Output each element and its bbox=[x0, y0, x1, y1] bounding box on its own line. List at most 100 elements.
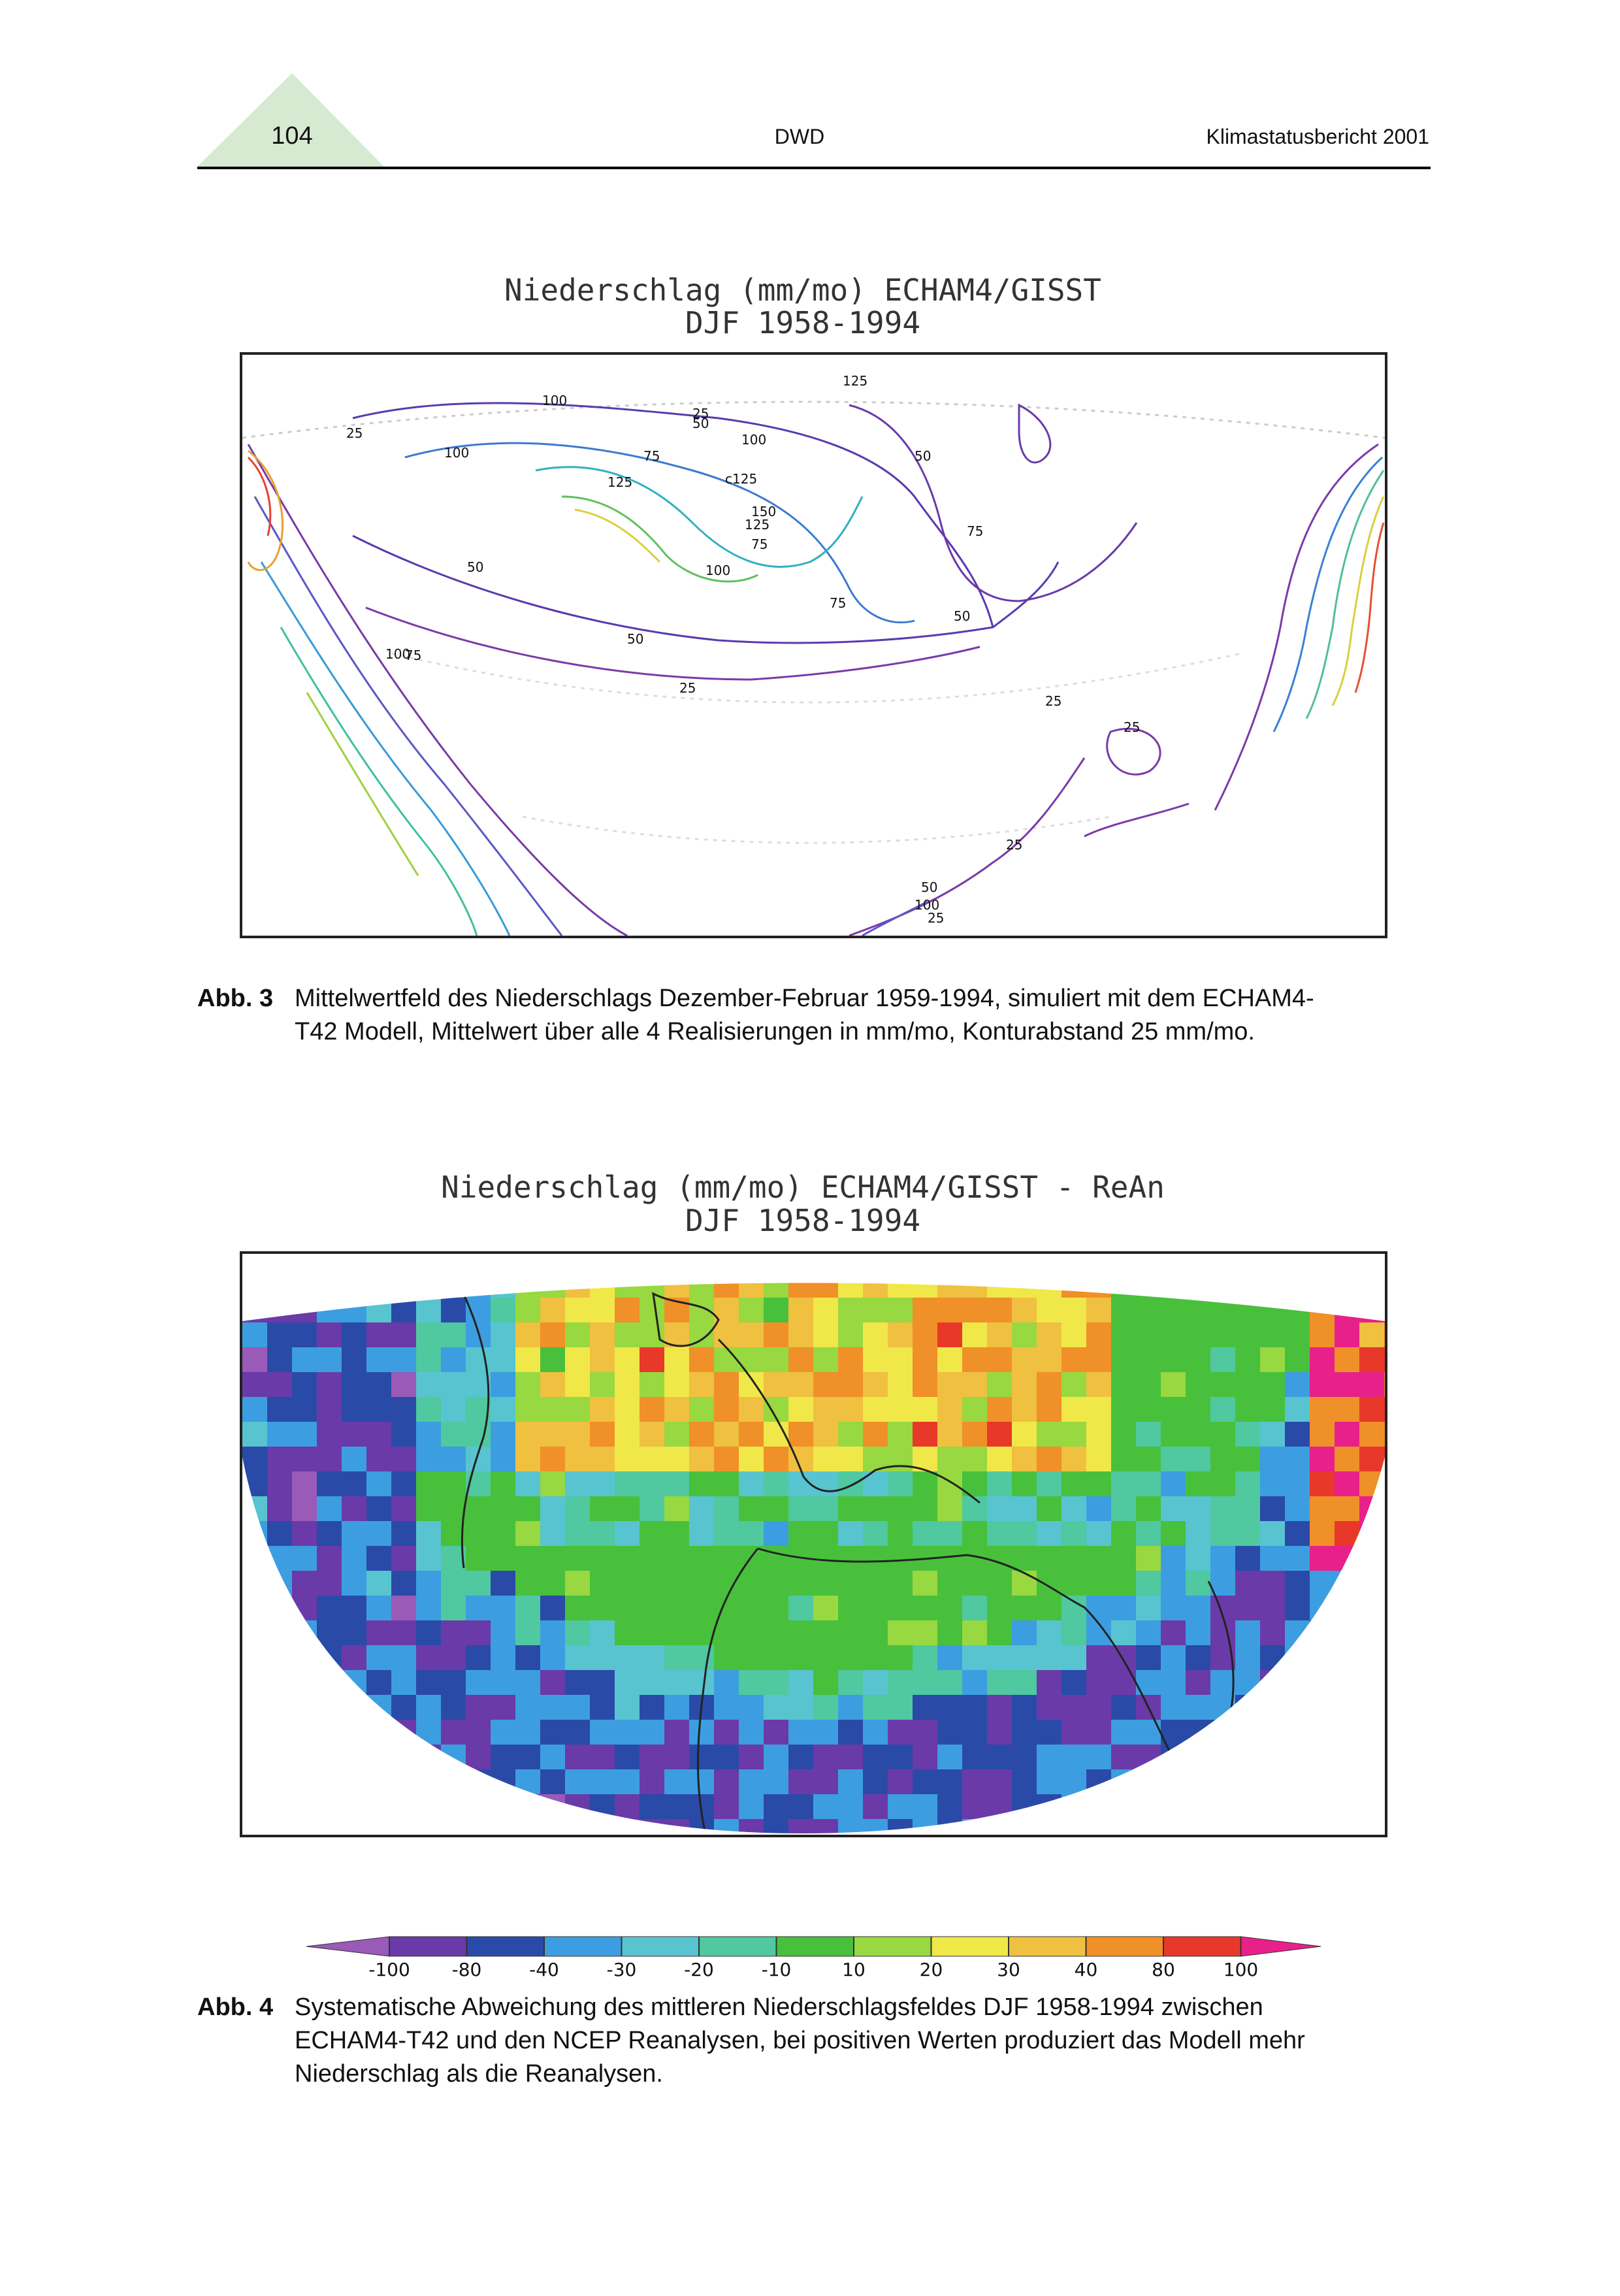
map-cell bbox=[1186, 1496, 1210, 1521]
map-cell bbox=[515, 1571, 540, 1596]
map-cell bbox=[540, 1670, 565, 1695]
map-cell bbox=[1061, 1596, 1086, 1620]
map-cell bbox=[1136, 1645, 1161, 1670]
colorbar-segment bbox=[621, 1936, 700, 1957]
map-cell bbox=[1310, 1347, 1335, 1372]
map-cell bbox=[366, 1645, 391, 1670]
map-cell bbox=[267, 1471, 292, 1496]
map-cell bbox=[590, 1769, 615, 1794]
map-cell bbox=[565, 1347, 590, 1372]
map-cell bbox=[590, 1422, 615, 1447]
map-cell bbox=[788, 1620, 813, 1645]
map-cell bbox=[838, 1447, 863, 1471]
map-cell bbox=[813, 1596, 838, 1620]
colorbar-segment bbox=[389, 1936, 467, 1957]
map-cell bbox=[1037, 1695, 1061, 1720]
map-cell bbox=[937, 1620, 962, 1645]
map-cell bbox=[1260, 1471, 1285, 1496]
contour-label: 75 bbox=[967, 523, 983, 539]
map-cell bbox=[888, 1695, 913, 1720]
map-cell bbox=[664, 1571, 689, 1596]
map-cell bbox=[1384, 1322, 1385, 1347]
map-cell bbox=[342, 1496, 366, 1521]
map-cell bbox=[1111, 1322, 1136, 1347]
map-cell bbox=[491, 1596, 515, 1620]
map-cell bbox=[888, 1769, 913, 1794]
map-cell bbox=[416, 1322, 441, 1347]
map-cell bbox=[962, 1298, 987, 1322]
map-cell bbox=[1161, 1447, 1186, 1471]
map-cell bbox=[640, 1422, 664, 1447]
map-cell bbox=[590, 1471, 615, 1496]
map-cell bbox=[1335, 1372, 1359, 1397]
coastline bbox=[652, 1292, 720, 1347]
map-cell bbox=[913, 1496, 937, 1521]
map-cell bbox=[540, 1645, 565, 1670]
map-cell bbox=[1111, 1695, 1136, 1720]
caption-line: T42 Modell, Mittelwert über alle 4 Reali… bbox=[295, 1018, 1255, 1045]
map-cell bbox=[913, 1769, 937, 1794]
map-cell bbox=[813, 1471, 838, 1496]
map-cell bbox=[1086, 1645, 1111, 1670]
map-cell bbox=[491, 1670, 515, 1695]
contour-label: 100 bbox=[705, 563, 730, 578]
map-cell bbox=[1012, 1322, 1037, 1347]
map-cell bbox=[1061, 1347, 1086, 1372]
map-cell bbox=[1384, 1372, 1385, 1397]
map-cell bbox=[491, 1322, 515, 1347]
map-cell bbox=[441, 1620, 466, 1645]
map-cell bbox=[441, 1720, 466, 1745]
map-cell bbox=[689, 1521, 714, 1546]
map-cell bbox=[1260, 1397, 1285, 1422]
map-cell bbox=[391, 1546, 416, 1571]
map-cell bbox=[1210, 1322, 1235, 1347]
map-cell bbox=[317, 1571, 342, 1596]
map-cell bbox=[664, 1447, 689, 1471]
map-cell bbox=[267, 1372, 292, 1397]
map-cell bbox=[764, 1720, 788, 1745]
map-cell bbox=[1186, 1571, 1210, 1596]
map-cell bbox=[863, 1298, 888, 1322]
map-cell bbox=[1037, 1471, 1061, 1496]
map-cell bbox=[1061, 1298, 1086, 1322]
map-cell bbox=[664, 1670, 689, 1695]
map-cell bbox=[788, 1819, 813, 1833]
map-cell bbox=[838, 1397, 863, 1422]
map-cell bbox=[1186, 1645, 1210, 1670]
map-cell bbox=[441, 1645, 466, 1670]
map-cell bbox=[242, 1447, 267, 1471]
map-cell bbox=[590, 1695, 615, 1720]
map-cell bbox=[888, 1471, 913, 1496]
map-cell bbox=[590, 1397, 615, 1422]
map-cell bbox=[441, 1347, 466, 1372]
map-cell bbox=[1285, 1322, 1310, 1347]
map-cell bbox=[615, 1695, 640, 1720]
map-cell bbox=[838, 1571, 863, 1596]
map-cell bbox=[1086, 1695, 1111, 1720]
map-cell bbox=[366, 1571, 391, 1596]
map-cell bbox=[1037, 1496, 1061, 1521]
map-cell bbox=[888, 1670, 913, 1695]
map-cell bbox=[1111, 1571, 1136, 1596]
map-cell bbox=[962, 1596, 987, 1620]
map-cell bbox=[962, 1496, 987, 1521]
map-cell bbox=[416, 1471, 441, 1496]
map-cell bbox=[764, 1620, 788, 1645]
map-cell bbox=[1111, 1422, 1136, 1447]
map-cell bbox=[987, 1769, 1012, 1794]
map-cell bbox=[788, 1521, 813, 1546]
map-cell bbox=[292, 1447, 317, 1471]
map-cell bbox=[863, 1322, 888, 1347]
map-cell bbox=[739, 1372, 764, 1397]
map-cell bbox=[739, 1397, 764, 1422]
map-cell bbox=[1335, 1471, 1359, 1496]
map-cell bbox=[937, 1745, 962, 1769]
map-cell bbox=[788, 1645, 813, 1670]
map-cell bbox=[515, 1422, 540, 1447]
map-cell bbox=[1161, 1521, 1186, 1546]
map-cell bbox=[1260, 1546, 1285, 1571]
map-cell bbox=[664, 1645, 689, 1670]
map-cell bbox=[466, 1645, 491, 1670]
map-cell bbox=[317, 1546, 342, 1571]
